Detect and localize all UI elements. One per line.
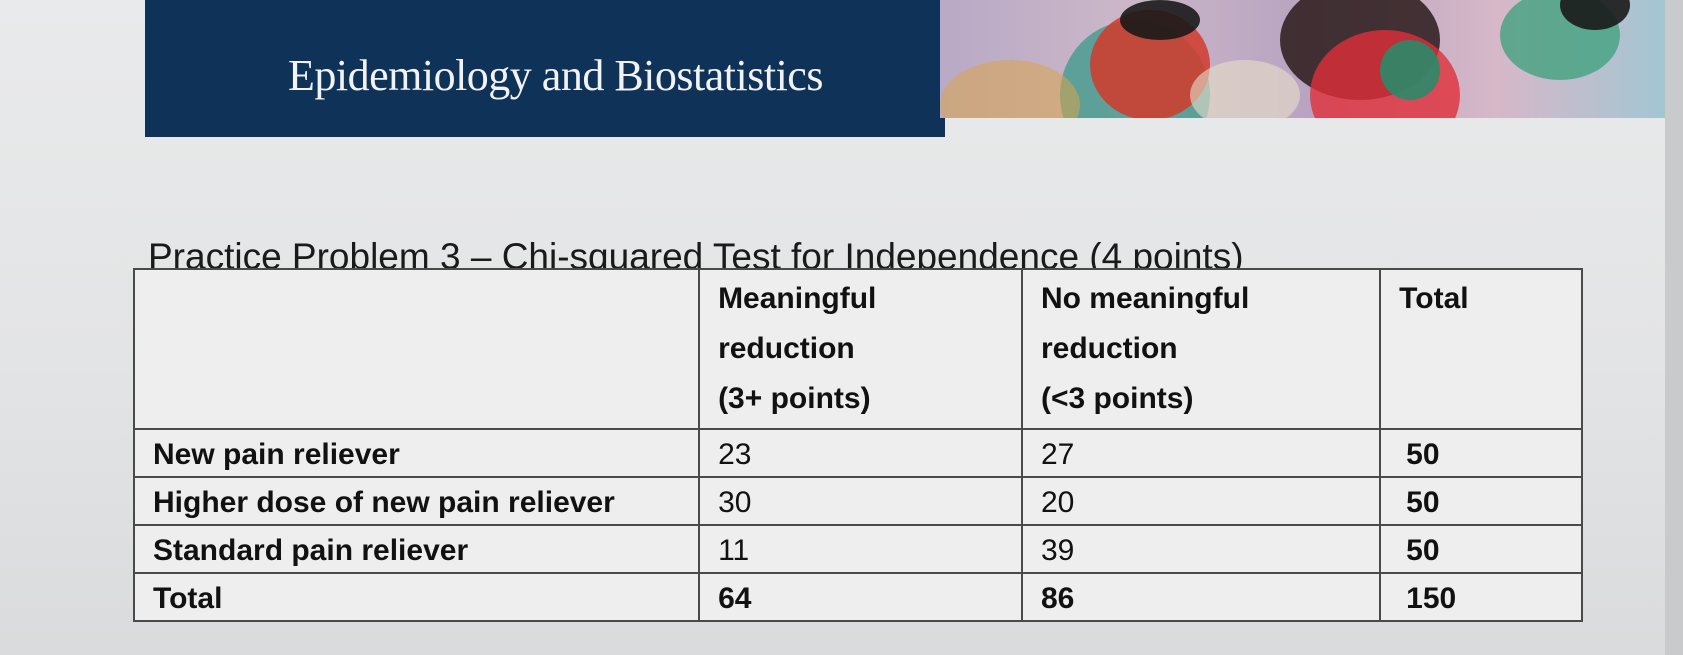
cell-total: 50 [1379,428,1583,478]
header-meaningful-line1: Meaningful [718,282,877,315]
table-row: Higher dose of new pain reliever 30 20 5… [132,476,1583,526]
table-row: Standard pain reliever 11 39 50 [132,524,1583,574]
contingency-table: Meaningful reduction (3+ points) No mean… [132,268,1583,622]
cell-meaningful: 23 [698,428,1023,478]
header-no-meaningful-line2: reduction [1040,332,1178,365]
header-meaningful-line2: reduction [718,332,855,365]
header-total: Total [1379,268,1583,430]
header-meaningful-line3: (3+ points) [718,382,871,415]
cell-total: 50 [1379,476,1583,526]
header-band [145,0,945,137]
course-title: Epidemiology and Biostatistics [288,51,823,100]
cell-meaningful: 64 [698,572,1023,622]
cell-meaningful: 30 [698,476,1023,526]
header-no-meaningful-line3: (<3 points) [1040,382,1194,415]
table-header-row: Meaningful reduction (3+ points) No mean… [132,268,1583,430]
table-total-row: Total 64 86 150 [132,572,1583,622]
cell-no-meaningful: 20 [1020,476,1382,526]
row-label: Higher dose of new pain reliever [132,476,701,526]
table-row: New pain reliever 23 27 50 [132,428,1583,478]
cell-total: 50 [1379,524,1583,574]
cell-no-meaningful: 27 [1020,428,1382,478]
cell-no-meaningful: 39 [1020,524,1382,574]
row-label: New pain reliever [132,428,701,478]
cell-meaningful: 11 [698,524,1023,574]
cell-total: 150 [1379,572,1583,622]
header-row-label [132,268,701,430]
row-label: Standard pain reliever [132,524,701,574]
header-meaningful-reduction: Meaningful reduction (3+ points) [698,268,1023,430]
screen-edge [1665,0,1683,655]
header-no-meaningful-line1: No meaningful [1040,282,1250,315]
header-no-meaningful-reduction: No meaningful reduction (<3 points) [1020,268,1382,430]
row-label: Total [132,572,701,622]
cell-no-meaningful: 86 [1020,572,1382,622]
decorative-banner-image [940,0,1683,118]
